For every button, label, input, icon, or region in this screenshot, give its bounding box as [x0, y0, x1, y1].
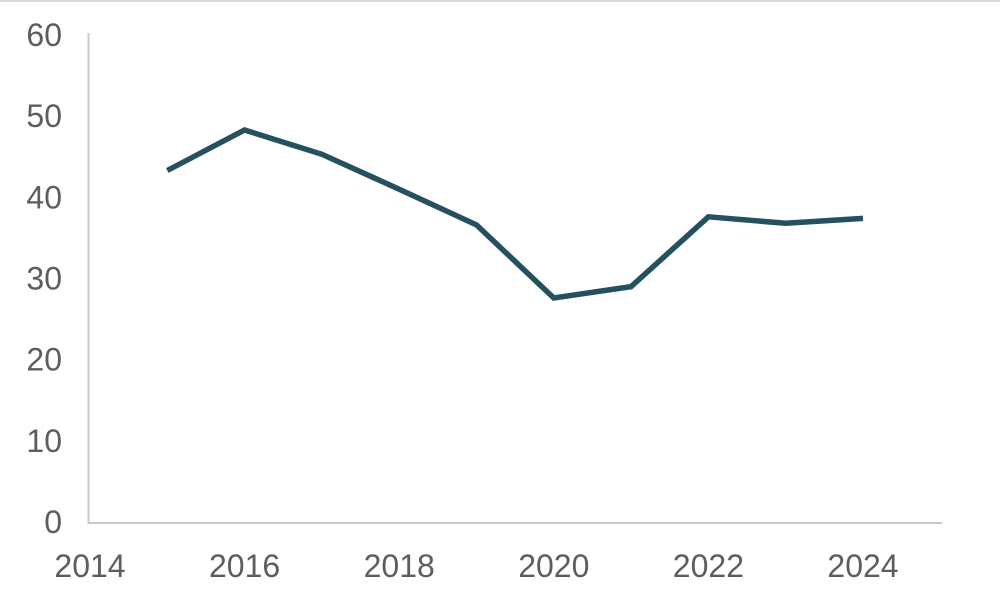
- y-tick-label: 0: [44, 504, 62, 540]
- y-tick-label: 60: [26, 17, 62, 53]
- y-tick-label: 50: [26, 98, 62, 134]
- y-tick-label: 10: [26, 423, 62, 459]
- x-tick-label: 2022: [673, 548, 744, 584]
- data-line: [166, 127, 864, 301]
- x-tick-label: 2020: [518, 548, 589, 584]
- x-tick-label: 2024: [827, 548, 898, 584]
- window-top-edge: [0, 0, 1000, 2]
- y-tick-label: 20: [26, 342, 62, 378]
- y-tick-label: 40: [26, 179, 62, 215]
- x-tick-label: 2016: [209, 548, 280, 584]
- x-tick-label: 2018: [364, 548, 435, 584]
- y-tick-label: 30: [26, 261, 62, 297]
- x-tick-label: 2014: [54, 548, 125, 584]
